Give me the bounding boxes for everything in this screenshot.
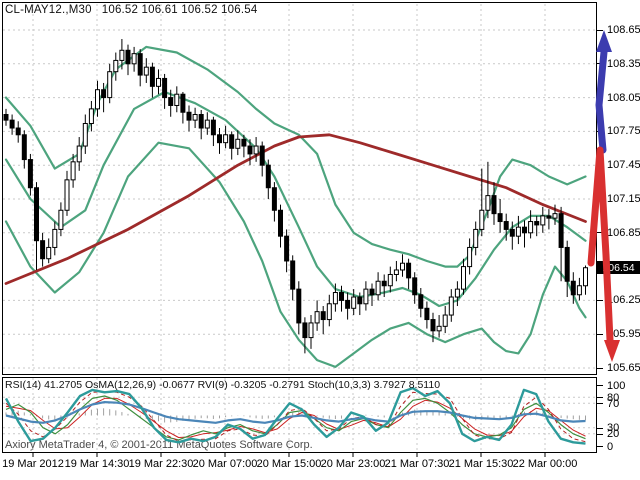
indicator-header: RSI(14) 41.2705 OsMA(12,26,9) -0.0677 RV… — [5, 379, 441, 391]
price-tick-label: 108.35 — [597, 58, 640, 70]
ohlc-values: 106.52 106.61 106.52 106.54 — [101, 4, 258, 16]
indicator-panel-plot[interactable] — [2, 377, 597, 453]
price-tick-label: 105.95 — [597, 328, 640, 340]
tick-mark — [597, 130, 603, 132]
time-tick-label: 19 Mar 14:30 — [64, 458, 130, 470]
price-tick-label: 108.05 — [597, 92, 640, 104]
tick-mark — [597, 232, 603, 234]
candlestick-series — [3, 39, 588, 354]
tick-mark — [597, 29, 603, 31]
tick-mark — [597, 164, 603, 166]
tick-mark — [597, 427, 603, 429]
time-tick-label: 21 Mar 15:30 — [448, 458, 514, 470]
osc-plot-border — [2, 377, 597, 453]
price-tick-label: 108.65 — [597, 24, 640, 36]
tick-mark — [597, 299, 603, 301]
price-tick-label: 106.85 — [597, 227, 640, 239]
tick-mark — [597, 433, 603, 435]
rsi-line — [5, 401, 586, 424]
price-tick-label: 107.45 — [597, 159, 640, 171]
current-price-tag: 106.54 — [597, 261, 640, 274]
oscillator-tick-label: 80 — [597, 392, 619, 404]
watermark-text: Axiory MetaTrader 4, © 2001-2011 MetaQuo… — [5, 439, 313, 451]
chart-title: CL-MAY12.,M30 106.52 106.61 106.52 106.54 — [5, 4, 257, 16]
tick-mark — [597, 97, 603, 99]
tick-mark — [597, 63, 603, 65]
oscillator-tick-label: 70 — [597, 398, 619, 410]
time-tick-label: 20 Mar 07:00 — [192, 458, 258, 470]
oscillator-tick-label: 30 — [597, 422, 619, 434]
oscillator-tick-label: 20 — [597, 428, 619, 440]
time-tick-label: 19 Mar 22:30 — [128, 458, 194, 470]
time-tick-label: 20 Mar 23:00 — [320, 458, 386, 470]
price-tick-label: 106.25 — [597, 294, 640, 306]
tick-mark — [597, 446, 603, 447]
time-tick-label: 20 Mar 15:00 — [256, 458, 322, 470]
stochastic-main-line — [4, 386, 586, 445]
time-tick-label: 19 Mar 2012 — [2, 458, 64, 470]
oscillator-tick-label: 0 — [597, 441, 613, 453]
bollinger-lower-band — [4, 141, 587, 368]
bollinger-upper-band — [4, 45, 587, 268]
main-chart-plot[interactable] — [2, 2, 597, 375]
moving-average-line — [4, 133, 587, 285]
tick-mark — [597, 367, 603, 369]
tick-mark — [597, 198, 603, 200]
time-tick-label: 21 Mar 07:30 — [384, 458, 450, 470]
oscillator-tick-label: 100 — [597, 380, 625, 392]
symbol-period-label: CL-MAY12.,M30 — [5, 4, 92, 16]
tick-mark — [597, 333, 603, 335]
tick-mark — [597, 385, 603, 386]
tick-mark — [597, 397, 603, 399]
price-tick-label: 107.75 — [597, 125, 640, 137]
price-tick-label: 105.65 — [597, 362, 640, 374]
price-tick-label: 107.15 — [597, 193, 640, 205]
tick-mark — [597, 403, 603, 405]
time-tick-label: 22 Mar 00:00 — [512, 458, 578, 470]
